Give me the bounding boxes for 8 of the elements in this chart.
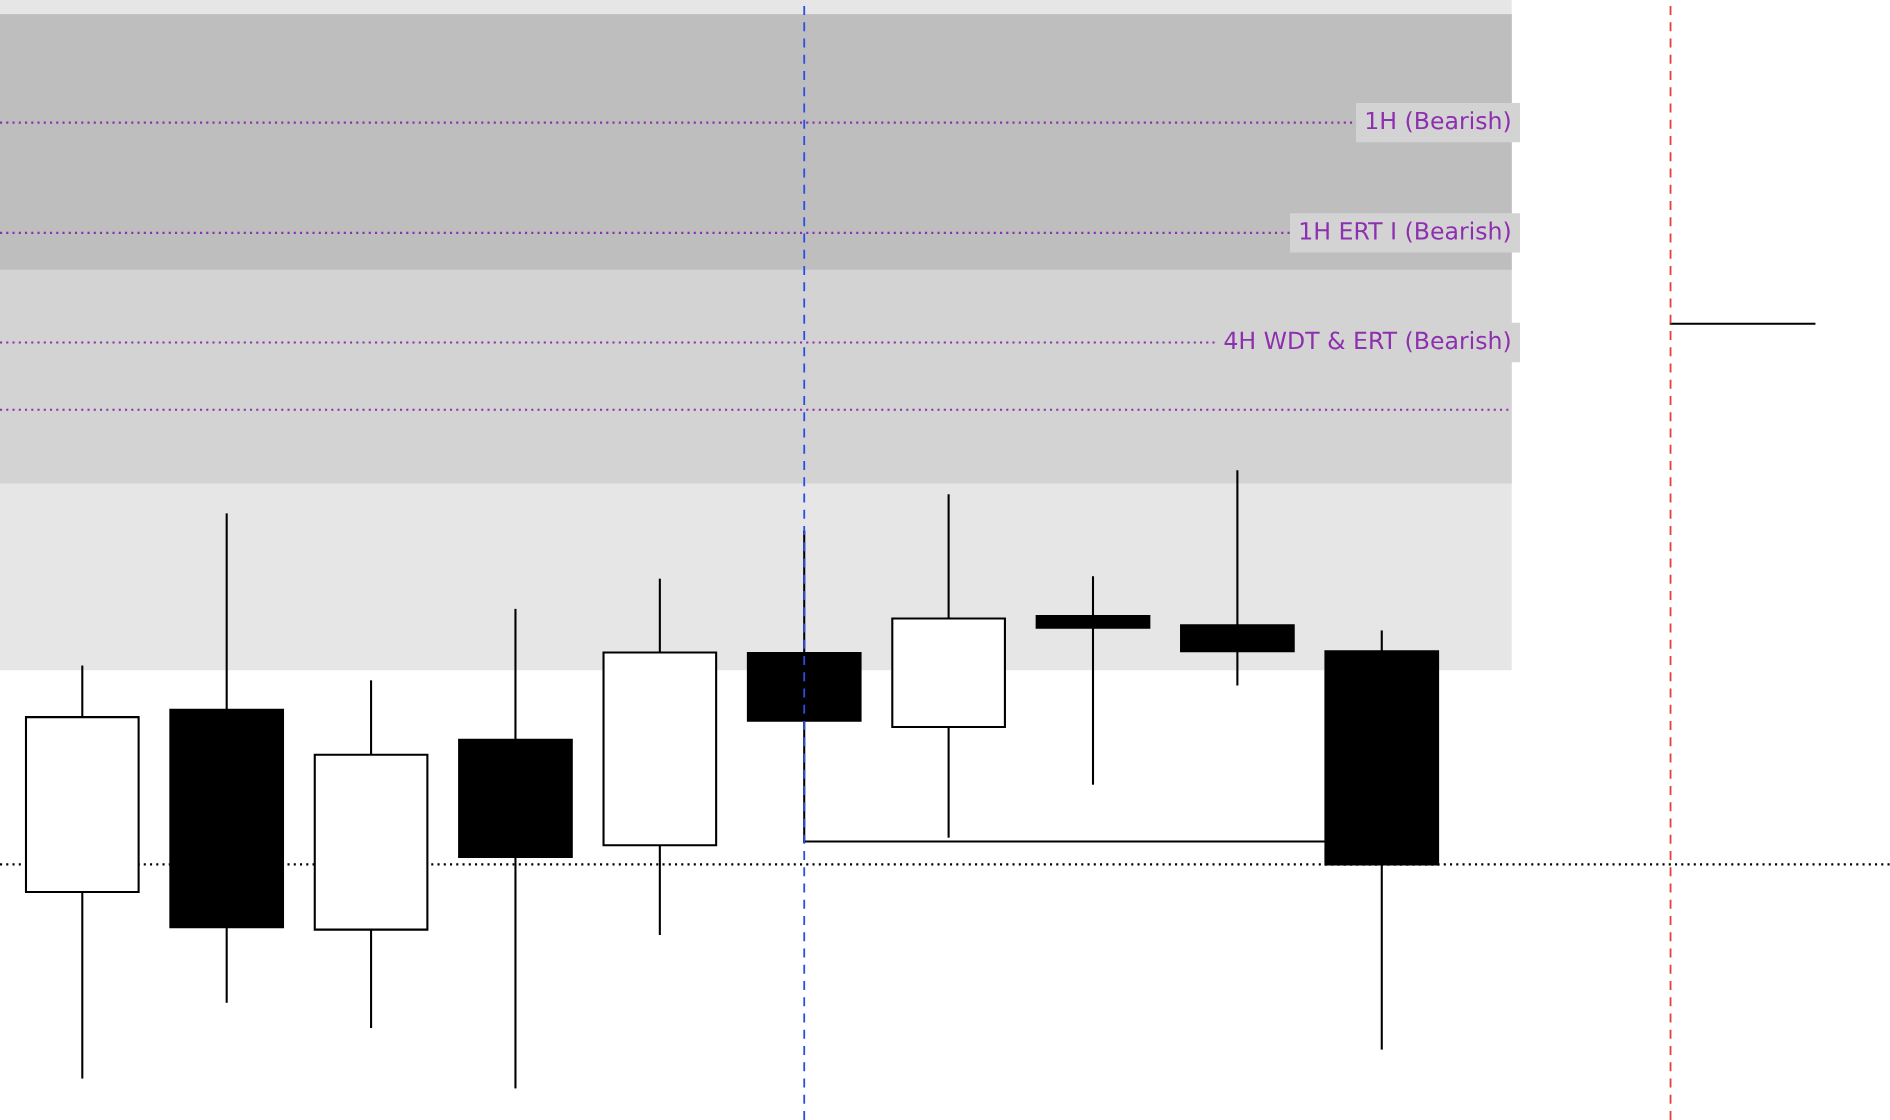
candlestick	[891, 494, 1006, 838]
candlestick	[1035, 576, 1151, 785]
candlestick	[24, 665, 140, 1079]
ref-line-label: 4H WDT & ERT (Bearish)	[1224, 331, 1510, 353]
candlestick	[1180, 470, 1295, 686]
candlestick	[169, 513, 285, 1003]
ref-line-label: 1H (Bearish)	[1366, 111, 1510, 133]
ref-line-label: 1H ERT I (Bearish)	[1300, 221, 1510, 243]
